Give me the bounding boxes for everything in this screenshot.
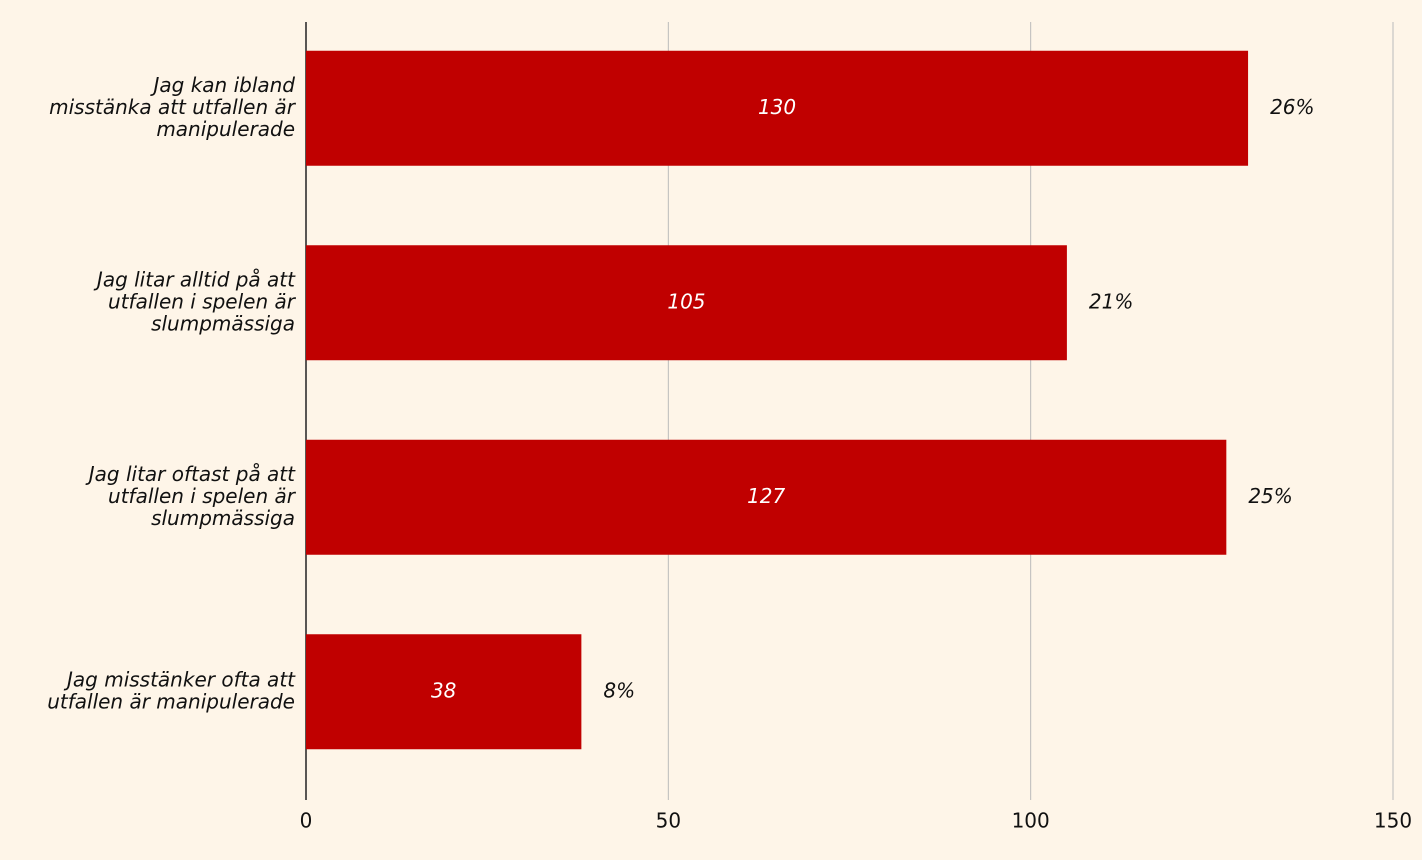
category-label: Jag kan ibland — [149, 73, 295, 97]
x-tick-label: 150 — [1374, 809, 1412, 833]
share-label: 26% — [1270, 95, 1314, 119]
bar — [306, 50, 1249, 166]
share-label: 25% — [1248, 484, 1292, 508]
category-label: utfallen är manipulerade — [47, 689, 295, 713]
share-label: 8% — [603, 678, 635, 702]
bar — [306, 245, 1067, 361]
category-label: misstänka att utfallen är — [49, 95, 297, 119]
value-label: 38 — [431, 678, 456, 702]
x-tick-label: 100 — [1012, 809, 1050, 833]
value-label: 130 — [758, 95, 796, 119]
category-label: Jag litar oftast på att — [85, 462, 296, 486]
value-label: 127 — [747, 484, 785, 508]
category-label: slumpmässiga — [151, 506, 295, 530]
x-tick-label: 0 — [300, 809, 313, 833]
category-label: Jag litar alltid på att — [93, 267, 296, 291]
category-label: Jag misstänker ofta att — [63, 667, 296, 691]
category-label: utfallen i spelen är — [108, 289, 297, 313]
bar — [306, 439, 1227, 555]
bar — [306, 634, 582, 750]
x-tick-label: 50 — [656, 809, 681, 833]
category-label: slumpmässiga — [151, 311, 295, 335]
category-label: manipulerade — [156, 117, 295, 141]
share-label: 21% — [1089, 289, 1133, 313]
category-label: utfallen i spelen är — [108, 484, 297, 508]
value-label: 105 — [667, 289, 705, 313]
